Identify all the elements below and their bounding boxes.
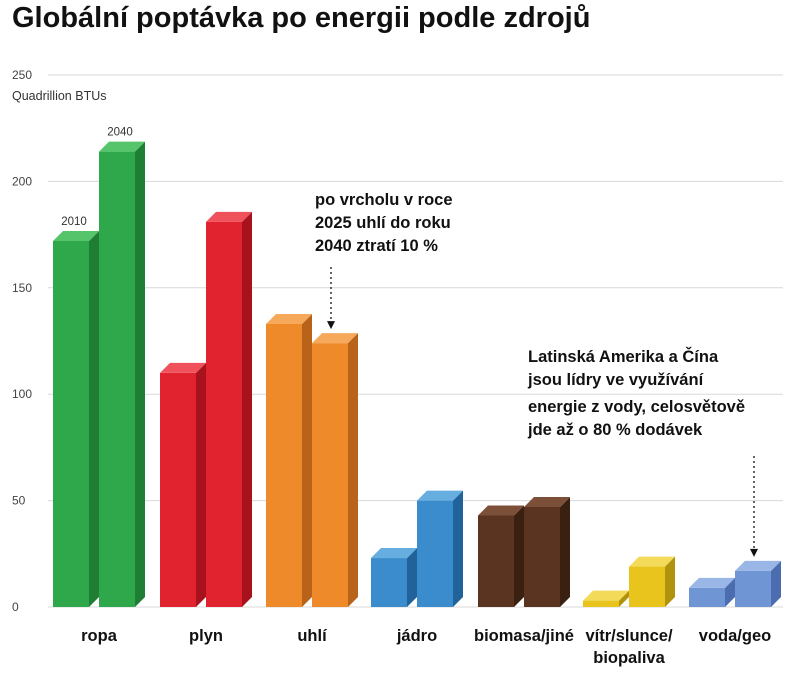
bar bbox=[371, 558, 407, 607]
bar-side bbox=[725, 577, 735, 607]
bar-top bbox=[524, 496, 570, 507]
x-tick-label-line: voda/geo bbox=[699, 627, 771, 645]
hydro-annotation-line: energie z vody, celosvětově bbox=[528, 398, 746, 416]
bar-side bbox=[135, 141, 145, 607]
bar bbox=[160, 372, 196, 607]
x-tick-label: vítr/slunce/biopaliva bbox=[585, 627, 673, 667]
coal-annotation-line: po vrcholu v roce bbox=[315, 191, 453, 209]
bar-side bbox=[453, 490, 463, 607]
coal-annotation-line: 2025 uhlí do roku bbox=[315, 214, 451, 232]
y-tick-label: 50 bbox=[12, 494, 26, 508]
bar-side bbox=[348, 333, 358, 607]
bar-top bbox=[206, 211, 252, 222]
hydro-annotation: Latinská Amerika a Čína jsou lídry ve vy… bbox=[528, 346, 745, 442]
bar-top bbox=[629, 556, 675, 567]
bar bbox=[312, 343, 348, 607]
y-tick-label: 150 bbox=[12, 281, 32, 295]
bar-top bbox=[689, 577, 735, 588]
x-tick-label: ropa bbox=[81, 627, 118, 645]
bar-top bbox=[417, 490, 463, 501]
x-tick-label-line: uhlí bbox=[297, 627, 328, 645]
bar-top bbox=[53, 230, 99, 241]
bar-top bbox=[160, 362, 206, 373]
bar-top bbox=[478, 505, 524, 516]
bar bbox=[524, 506, 560, 607]
bar-data-label: 2010 bbox=[61, 216, 87, 228]
x-tick-label-line: jádro bbox=[396, 627, 437, 645]
y-tick-label: 100 bbox=[12, 387, 32, 401]
bar-top bbox=[99, 141, 145, 152]
x-tick-label-line: vítr/slunce/ bbox=[585, 627, 673, 645]
annotation-arrowhead bbox=[750, 548, 758, 557]
x-tick-label: voda/geo bbox=[699, 627, 771, 645]
bar-top bbox=[312, 333, 358, 344]
bar-side bbox=[514, 505, 524, 607]
hydro-annotation-line: Latinská Amerika a Čína bbox=[528, 348, 719, 366]
y-axis-label: Quadrillion BTUs bbox=[12, 89, 106, 103]
bar bbox=[417, 500, 453, 607]
bar-side bbox=[407, 548, 417, 607]
annotation-arrowhead bbox=[327, 321, 335, 330]
bar bbox=[583, 600, 619, 607]
bar bbox=[206, 221, 242, 607]
coal-annotation: po vrcholu v roce 2025 uhlí do roku 2040… bbox=[315, 189, 453, 258]
x-tick-label: uhlí bbox=[297, 627, 328, 645]
x-tick-label-line: ropa bbox=[81, 627, 118, 645]
bar-side bbox=[665, 556, 675, 607]
bar-side bbox=[302, 313, 312, 607]
hydro-annotation-line: jde až o 80 % dodávek bbox=[528, 421, 703, 439]
chart-title: Globální poptávka po energii podle zdroj… bbox=[12, 2, 591, 34]
y-tick-label: 250 bbox=[12, 68, 32, 82]
bar bbox=[478, 515, 514, 607]
bar bbox=[53, 240, 89, 607]
y-tick-label: 0 bbox=[12, 600, 19, 614]
x-tick-label-line: biomasa/jiné bbox=[474, 627, 574, 645]
bar bbox=[266, 323, 302, 607]
bar-top bbox=[371, 548, 417, 559]
bar bbox=[735, 570, 771, 607]
bar-side bbox=[560, 496, 570, 607]
bar-side bbox=[242, 211, 252, 607]
bar-data-label: 2040 bbox=[107, 127, 133, 139]
x-tick-label: biomasa/jiné bbox=[474, 627, 574, 645]
bar bbox=[629, 566, 665, 607]
bar-side bbox=[196, 362, 206, 607]
x-tick-label-line: plyn bbox=[189, 627, 223, 645]
bar-side bbox=[89, 230, 99, 607]
bar-top bbox=[266, 313, 312, 324]
bar-top bbox=[735, 560, 781, 571]
bar bbox=[689, 587, 725, 607]
coal-annotation-line: 2040 ztratí 10 % bbox=[315, 237, 438, 255]
x-tick-label: jádro bbox=[396, 627, 437, 645]
bar-side bbox=[771, 560, 781, 607]
bar-top bbox=[583, 590, 629, 601]
y-tick-label: 200 bbox=[12, 174, 32, 188]
hydro-annotation-line: jsou lídry ve využívání bbox=[528, 371, 704, 389]
bar-side bbox=[619, 590, 629, 607]
x-tick-label: plyn bbox=[189, 627, 223, 645]
x-tick-label-line: biopaliva bbox=[593, 649, 665, 667]
bar bbox=[99, 151, 135, 607]
